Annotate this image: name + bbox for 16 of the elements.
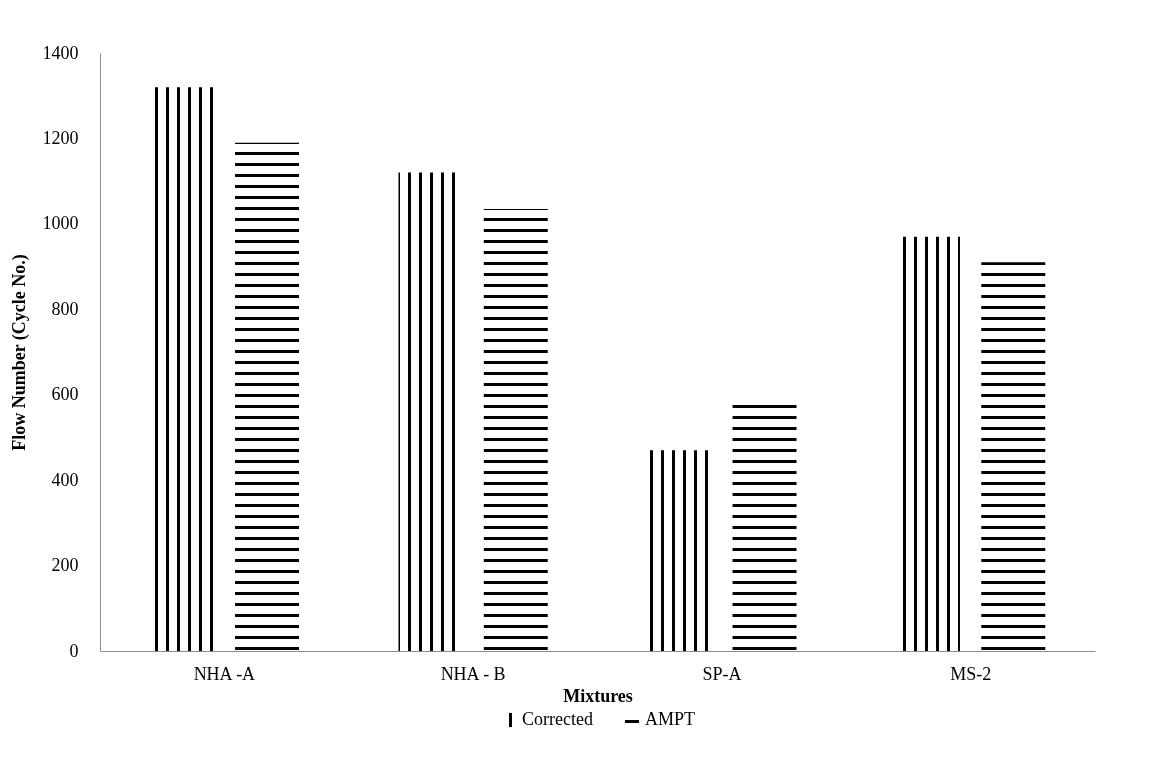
y-tick-label: 400 <box>51 469 79 490</box>
x-tick-label: NHA -A <box>193 663 256 684</box>
y-tick-label: 600 <box>51 384 79 405</box>
y-tick-label: 800 <box>51 298 79 319</box>
x-tick-label: SP-A <box>702 663 742 684</box>
x-tick-label: MS-2 <box>950 663 992 684</box>
y-tick-label: 200 <box>51 555 79 576</box>
y-tick-label: 1400 <box>42 42 79 63</box>
y-tick-label: 0 <box>69 640 79 661</box>
legend-label: AMPT <box>645 709 696 729</box>
x-axis-title: Mixtures <box>563 685 633 706</box>
y-tick-label: 1000 <box>42 213 79 234</box>
y-axis-title: Flow Number (Cycle No.) <box>8 254 30 451</box>
legend-label: Corrected <box>522 709 593 729</box>
y-tick-label: 1200 <box>42 127 79 148</box>
x-tick-label: NHA - B <box>440 663 506 684</box>
